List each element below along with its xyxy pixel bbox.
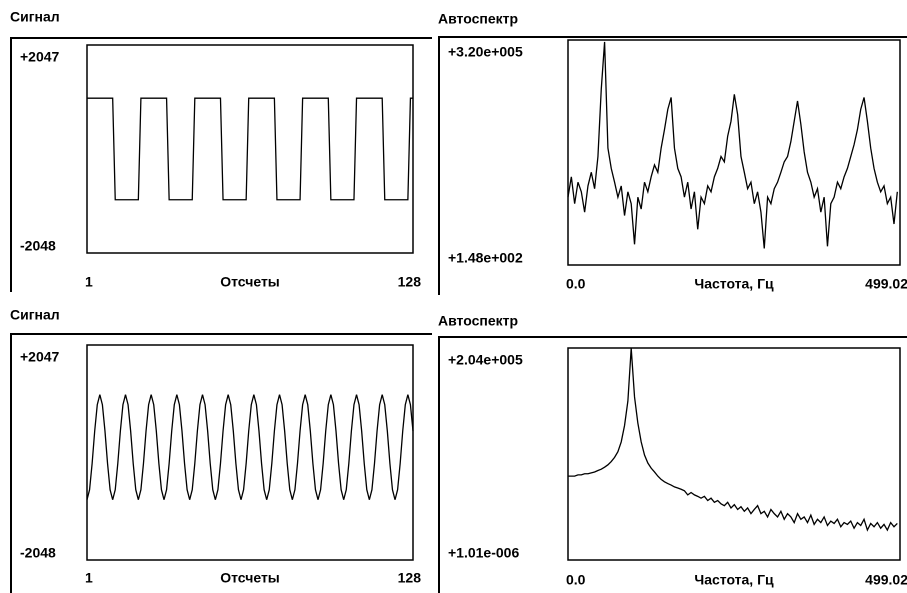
x-axis-label: Частота, Гц: [694, 276, 774, 292]
panel-title: Автоспектр: [438, 11, 518, 27]
x-axis-label: Частота, Гц: [694, 572, 774, 588]
y-tick-label: -2048: [20, 545, 56, 561]
signal-line: [568, 348, 898, 532]
x-tick-label: 0.0: [566, 276, 586, 292]
y-tick-label: +3.20e+005: [448, 44, 523, 60]
x-tick-label: 1: [85, 570, 93, 586]
y-tick-label: +1.01e-006: [448, 545, 519, 561]
x-tick-label: 1: [85, 274, 93, 290]
panel-title: Автоспектр: [438, 313, 518, 329]
signal-line: [86, 394, 414, 500]
x-axis-label: Отсчеты: [220, 274, 280, 290]
y-tick-label: +1.48e+002: [448, 250, 523, 266]
x-tick-label: 128: [398, 274, 422, 290]
plot-area: [567, 347, 901, 561]
x-tick-label: 499.02: [865, 572, 907, 588]
panel-title: Сигнал: [10, 9, 60, 25]
plot-area: [567, 39, 901, 266]
plot-area: [86, 44, 414, 254]
signal-line: [567, 41, 898, 249]
y-tick-label: +2.04e+005: [448, 352, 523, 368]
y-tick-label: -2048: [20, 238, 56, 254]
x-axis-label: Отсчеты: [220, 570, 280, 586]
plot-area: [86, 344, 414, 561]
y-tick-label: +2047: [20, 49, 60, 65]
signal-line: [87, 97, 413, 201]
x-tick-label: 0.0: [566, 572, 586, 588]
x-tick-label: 499.02: [865, 276, 907, 292]
x-tick-label: 128: [398, 570, 422, 586]
y-tick-label: +2047: [20, 349, 60, 365]
panel-title: Сигнал: [10, 307, 60, 323]
